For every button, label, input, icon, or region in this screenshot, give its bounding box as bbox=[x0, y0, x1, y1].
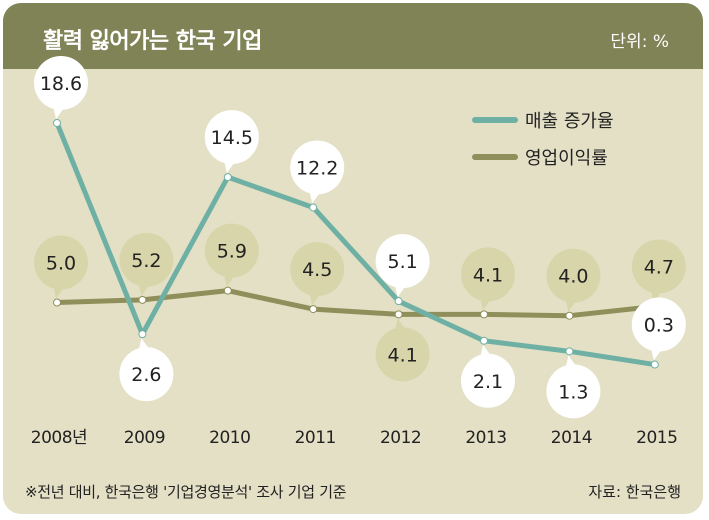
sales-growth-data-label: 18.6 bbox=[40, 73, 82, 95]
sales-growth-data-label: 12.2 bbox=[296, 157, 338, 179]
operating-margin-data-label: 4.1 bbox=[473, 264, 503, 286]
x-tick-label: 2011 bbox=[295, 428, 336, 448]
sales-growth-data-bubble bbox=[375, 234, 430, 289]
sales-growth-data-bubble bbox=[119, 347, 174, 402]
sales-growth-point bbox=[565, 347, 574, 356]
operating-margin-point bbox=[394, 310, 403, 319]
x-tick-label: 2014 bbox=[551, 428, 592, 448]
operating-margin-data-bubble bbox=[546, 248, 601, 303]
operating-margin-point bbox=[565, 311, 574, 320]
sales-growth-data-label: 0.3 bbox=[644, 315, 674, 337]
operating-margin-data-label: 5.2 bbox=[131, 250, 161, 272]
line-chart: 5.0 5.2 5.9 4.5 4.1 4.1 4.0 4.7 18.6 2.6 14.5 12.2 5… bbox=[31, 55, 686, 448]
sales-growth-point bbox=[394, 297, 403, 306]
footnote: ※전년 대비, 한국은행 '기업경영분석' 조사 기업 기준 bbox=[25, 483, 347, 501]
operating-margin-data-label: 5.9 bbox=[217, 241, 247, 263]
sales-growth-data-label: 5.1 bbox=[387, 251, 417, 273]
operating-margin-point bbox=[53, 298, 61, 307]
sales-growth-point bbox=[480, 336, 488, 345]
operating-margin-data-label: 5.0 bbox=[46, 253, 76, 275]
source-label: 자료: 한국은행 bbox=[588, 483, 681, 501]
sales-growth-point bbox=[650, 360, 659, 369]
sales-growth-point bbox=[309, 203, 318, 212]
operating-margin-data-bubble bbox=[204, 223, 259, 278]
operating-margin-point bbox=[223, 286, 232, 295]
x-tick-label: 2013 bbox=[465, 428, 506, 448]
sales-growth-data-bubble bbox=[631, 297, 686, 352]
operating-margin-data-bubble bbox=[461, 247, 515, 302]
operating-margin-data-label: 4.7 bbox=[644, 256, 674, 278]
operating-margin-data-bubble bbox=[119, 232, 174, 287]
sales-growth-data-label: 1.3 bbox=[558, 381, 588, 403]
x-tick-label: 2008년 bbox=[31, 428, 87, 448]
sales-growth-data-bubble bbox=[290, 140, 345, 195]
operating-margin-data-label: 4.5 bbox=[302, 259, 332, 281]
operating-margin-data-label: 4.0 bbox=[558, 266, 588, 288]
x-tick-label: 2015 bbox=[636, 428, 677, 448]
operating-margin-line bbox=[54, 288, 658, 319]
chart-header: 활력 잃어가는 한국 기업 단위: % bbox=[3, 3, 703, 69]
sales-growth-data-label: 2.6 bbox=[131, 364, 161, 386]
chart-title: 활력 잃어가는 한국 기업 bbox=[43, 29, 262, 54]
operating-margin-point bbox=[480, 310, 488, 319]
unit-label: 단위: % bbox=[610, 32, 669, 52]
sales-growth-data-bubble bbox=[546, 364, 601, 419]
sales-growth-data-bubble bbox=[461, 353, 515, 408]
x-tick-label: 2009 bbox=[124, 428, 165, 448]
sales-growth-data-label: 14.5 bbox=[211, 127, 253, 149]
x-tick-label: 2012 bbox=[380, 428, 421, 448]
legend-label-margin: 영업이익률 bbox=[525, 148, 608, 169]
operating-margin-data-bubble bbox=[631, 239, 686, 294]
sales-growth-point bbox=[53, 118, 61, 127]
chart-panel: 활력 잃어가는 한국 기업 단위: % 5.0 5.2 5.9 4.5 4.1 4.1 4.… bbox=[3, 3, 703, 514]
sales-growth-point bbox=[223, 173, 232, 182]
operating-margin-data-bubble bbox=[34, 235, 88, 290]
sales-growth-point bbox=[138, 330, 147, 339]
operating-margin-point bbox=[138, 295, 147, 304]
legend-label-sales: 매출 증가율 bbox=[525, 111, 614, 132]
operating-margin-data-bubble bbox=[375, 327, 430, 382]
operating-margin-data-bubble bbox=[290, 242, 345, 297]
operating-margin-data-label: 4.1 bbox=[387, 344, 417, 366]
sales-growth-line bbox=[54, 120, 658, 368]
sales-growth-data-bubble bbox=[204, 110, 259, 165]
sales-growth-data-bubble bbox=[34, 55, 88, 110]
x-tick-label: 2010 bbox=[209, 428, 250, 448]
operating-margin-point bbox=[309, 305, 318, 314]
sales-growth-data-label: 2.1 bbox=[473, 371, 503, 393]
